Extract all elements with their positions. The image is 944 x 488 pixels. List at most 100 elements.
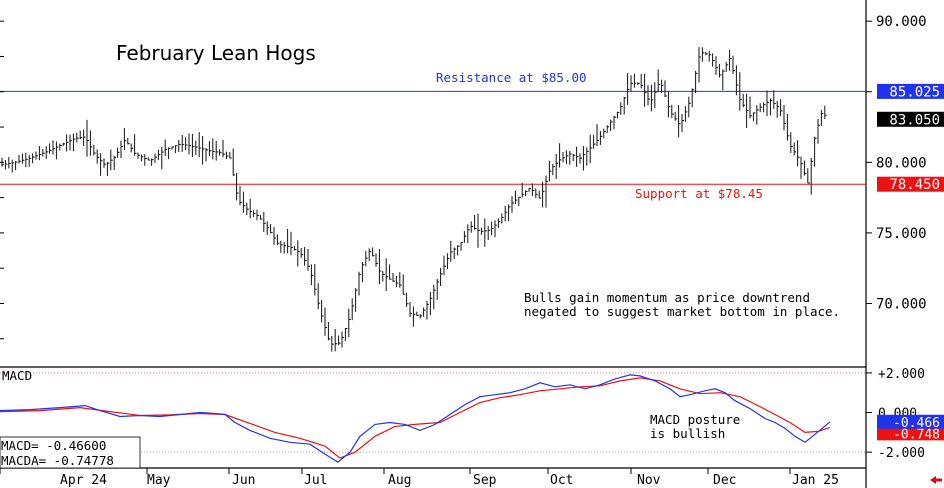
- price-bar: [232, 148, 236, 176]
- price-bar: [348, 308, 351, 338]
- price-bar: [824, 105, 827, 120]
- x-axis-label: Dec: [713, 473, 736, 488]
- price-bar: [49, 143, 52, 154]
- price-bar: [538, 190, 542, 199]
- macda-value-badge: [877, 426, 944, 441]
- price-bar: [181, 134, 185, 152]
- price-bar: [66, 134, 69, 152]
- price-bar: [429, 291, 433, 316]
- price-bar: [453, 247, 457, 260]
- price-bar: [147, 157, 151, 161]
- price-bar: [640, 73, 644, 89]
- price-bar: [222, 139, 225, 158]
- price-bar: [705, 51, 708, 56]
- price-bar: [372, 247, 375, 257]
- price-bar: [229, 151, 232, 159]
- price-bar: [304, 246, 307, 266]
- x-axis-label: Oct: [550, 473, 573, 488]
- price-bar: [287, 228, 290, 254]
- support-value-badge: [877, 176, 944, 192]
- price-bar: [140, 154, 144, 162]
- price-bar: [521, 182, 525, 198]
- price-bar: [117, 147, 120, 158]
- price-bar: [83, 129, 86, 146]
- price-bar: [327, 322, 331, 341]
- price-bar: [776, 100, 780, 118]
- price-bar: [729, 49, 732, 71]
- support-value-label: 78.450: [889, 177, 940, 193]
- price-bar: [341, 331, 344, 348]
- price-bar: [814, 136, 817, 167]
- annotation-line-2: negated to suggest market bottom in plac…: [524, 304, 840, 319]
- price-bar: [409, 301, 412, 317]
- x-axis-label: Jan 25: [792, 473, 839, 488]
- price-bar: [715, 56, 718, 75]
- price-bar: [385, 258, 389, 292]
- price-bar: [297, 240, 300, 267]
- price-bar: [21, 153, 25, 164]
- price-bar: [644, 73, 647, 107]
- price-bar: [562, 152, 565, 163]
- price-bar: [446, 253, 450, 270]
- x-axis-label: Apr 24: [60, 473, 107, 488]
- price-bar: [134, 134, 137, 156]
- price-bar: [559, 143, 562, 168]
- price-bar: [11, 159, 15, 173]
- macd-value-label: -0.466: [893, 416, 940, 431]
- price-bar: [582, 146, 586, 171]
- price-bar: [647, 85, 650, 106]
- price-bar: [174, 145, 178, 154]
- price-bar: [113, 155, 117, 171]
- price-bar: [494, 220, 497, 238]
- price-bar: [382, 271, 385, 282]
- price-bar: [463, 231, 467, 243]
- price-bar: [103, 158, 106, 168]
- price-bar: [280, 240, 283, 253]
- price-bar: [69, 134, 72, 151]
- price-bar: [654, 82, 657, 109]
- price-bar: [786, 113, 790, 141]
- price-bar: [569, 151, 572, 165]
- price-bar: [603, 128, 606, 139]
- price-bar: [790, 132, 793, 153]
- price-bar: [780, 99, 783, 117]
- arrow-left-icon[interactable]: [930, 476, 942, 484]
- price-bar: [443, 255, 446, 276]
- price-bar: [633, 73, 637, 88]
- price-bar: [35, 151, 38, 160]
- price-axis-label: 90.000: [876, 14, 927, 30]
- macd-panel-title: MACD: [2, 368, 32, 383]
- price-bar: [667, 91, 671, 118]
- price-bars: [1, 47, 827, 352]
- price-bar: [28, 154, 32, 167]
- price-bar: [555, 153, 559, 179]
- macda-series-line: [0, 377, 831, 459]
- price-bar: [759, 103, 763, 113]
- chart-title: February Lean Hogs: [116, 41, 316, 65]
- price-axis-label: 80.000: [876, 155, 927, 171]
- price-bar: [157, 149, 161, 161]
- price-bar: [576, 146, 579, 167]
- support-label: Support at $78.45: [635, 186, 763, 201]
- price-bar: [242, 191, 246, 213]
- price-bar: [531, 183, 535, 197]
- price-bar: [681, 113, 684, 133]
- price-bar: [273, 226, 276, 245]
- x-axis-label: Aug: [388, 473, 411, 488]
- price-bar: [756, 105, 759, 125]
- price-bar: [504, 205, 508, 222]
- price-bar: [423, 307, 426, 317]
- price-bar: [484, 218, 487, 247]
- price-bar: [106, 162, 110, 177]
- price-bar: [718, 63, 722, 78]
- price-bar: [8, 157, 11, 169]
- price-bar: [270, 224, 273, 234]
- macd-annotation-line-2: is bullish: [650, 426, 725, 441]
- price-bar: [123, 127, 127, 150]
- price-bar: [249, 198, 253, 219]
- price-bar: [246, 202, 249, 215]
- price-bar: [460, 241, 463, 251]
- price-bar: [518, 196, 521, 207]
